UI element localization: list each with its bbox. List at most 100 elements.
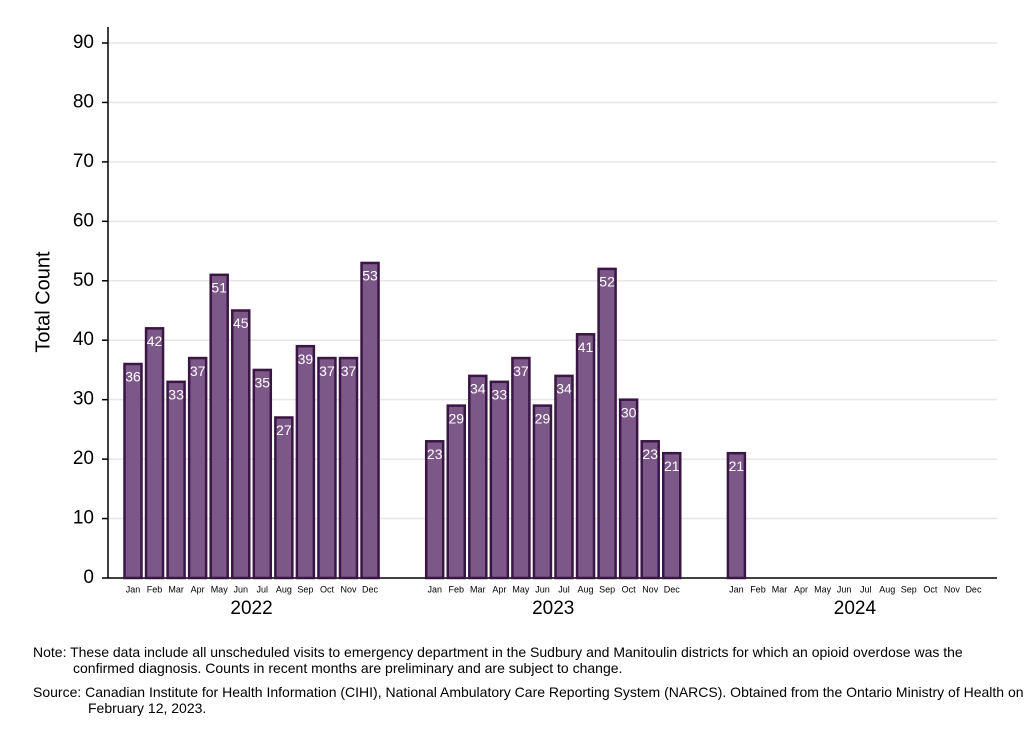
x-tick-label: Apr xyxy=(191,584,205,594)
group-label: 2024 xyxy=(834,598,877,619)
bar xyxy=(468,374,488,580)
value-label: 36 xyxy=(125,369,141,385)
bar xyxy=(489,380,510,580)
value-label: 52 xyxy=(599,274,615,290)
x-tick-label: Jun xyxy=(837,584,852,594)
y-tick-label: 10 xyxy=(73,508,94,529)
x-tick-label: Jan xyxy=(729,584,744,594)
x-tick-label: Apr xyxy=(794,584,808,594)
x-tick-label: Dec xyxy=(965,584,982,594)
value-label: 21 xyxy=(729,458,745,474)
x-tick-label: Sep xyxy=(901,584,917,594)
x-tick-label: Nov xyxy=(944,584,961,594)
x-tick-label: May xyxy=(211,584,229,594)
value-label: 53 xyxy=(362,268,378,284)
x-tick-label: Aug xyxy=(879,584,895,594)
group-label: 2022 xyxy=(230,598,272,619)
x-tick-label: Aug xyxy=(276,584,292,594)
source: Source: Canadian Institute for Health In… xyxy=(33,684,1024,716)
bar xyxy=(166,380,186,580)
x-tick-label: Apr xyxy=(492,584,506,594)
bar xyxy=(511,356,531,580)
value-label: 27 xyxy=(276,422,292,438)
value-label: 39 xyxy=(298,351,314,367)
value-label: 29 xyxy=(535,410,551,426)
group-label: 2023 xyxy=(532,598,574,619)
value-label: 33 xyxy=(492,387,508,403)
bar xyxy=(231,309,251,580)
bar xyxy=(144,327,165,580)
x-tick-label: May xyxy=(512,584,530,594)
bar xyxy=(338,356,359,580)
y-tick-label: 40 xyxy=(73,329,94,350)
value-label: 23 xyxy=(427,446,443,462)
x-tick-label: Mar xyxy=(168,584,184,594)
bar xyxy=(209,273,229,580)
chart: Total Count 0 10 20 30 40 50 60 70 80 90 Jan 36 Feb 4… xyxy=(32,27,997,619)
y-axis-title: Total Count xyxy=(32,251,54,353)
value-label: 41 xyxy=(578,339,594,355)
value-label: 35 xyxy=(255,375,271,391)
bar xyxy=(726,451,747,580)
bar xyxy=(295,344,316,580)
x-tick-label: Sep xyxy=(599,584,615,594)
value-label: 30 xyxy=(621,404,637,420)
bar xyxy=(446,404,466,580)
x-tick-label: Nov xyxy=(340,584,357,594)
bar xyxy=(187,356,208,580)
bar xyxy=(597,267,617,580)
x-tick-label: May xyxy=(814,584,832,594)
y-tick-label: 90 xyxy=(73,32,94,53)
x-tick-label: Oct xyxy=(320,584,335,594)
bar xyxy=(575,333,596,580)
value-label: 37 xyxy=(513,363,529,379)
x-tick-label: Oct xyxy=(622,584,637,594)
bar xyxy=(554,374,574,580)
value-label: 21 xyxy=(664,458,680,474)
x-tick-label: Oct xyxy=(923,584,938,594)
x-tick-label: Jun xyxy=(535,584,550,594)
x-tick-label: Mar xyxy=(470,584,486,594)
value-label: 37 xyxy=(319,363,335,379)
x-tick-label: Jun xyxy=(233,584,248,594)
value-label: 34 xyxy=(470,381,486,397)
x-tick-label: Aug xyxy=(578,584,594,594)
bar xyxy=(618,398,639,580)
value-label: 23 xyxy=(642,446,658,462)
value-label: 33 xyxy=(168,387,184,403)
x-tick-label: Nov xyxy=(642,584,659,594)
x-tick-label: Feb xyxy=(448,584,464,594)
bar xyxy=(123,362,143,580)
y-tick-label: 0 xyxy=(83,567,94,588)
x-tick-label: Jul xyxy=(860,584,872,594)
x-tick-label: Feb xyxy=(750,584,766,594)
y-tick-label: 30 xyxy=(73,389,94,410)
value-label: 37 xyxy=(341,363,357,379)
value-label: 34 xyxy=(556,381,572,397)
x-tick-label: Mar xyxy=(772,584,788,594)
value-label: 45 xyxy=(233,315,249,331)
x-tick-label: Jul xyxy=(558,584,570,594)
y-tick-label: 20 xyxy=(73,448,94,469)
x-tick-label: Jan xyxy=(427,584,442,594)
value-label: 42 xyxy=(147,333,163,349)
bar xyxy=(662,451,682,580)
value-label: 37 xyxy=(190,363,206,379)
y-tick-label: 80 xyxy=(73,91,94,112)
y-tick-label: 50 xyxy=(73,270,94,291)
bar xyxy=(640,440,660,580)
bar xyxy=(317,356,337,580)
bar xyxy=(274,416,294,580)
bar xyxy=(424,440,445,580)
y-tick-label: 70 xyxy=(73,151,94,172)
x-tick-label: Dec xyxy=(362,584,379,594)
x-tick-label: Sep xyxy=(297,584,313,594)
value-label: 51 xyxy=(211,280,227,296)
x-tick-label: Jan xyxy=(126,584,141,594)
bar xyxy=(532,404,553,580)
note: Note: These data include all unscheduled… xyxy=(33,644,963,676)
y-tick-label: 60 xyxy=(73,210,94,231)
value-label: 29 xyxy=(448,410,464,426)
x-tick-label: Dec xyxy=(664,584,681,594)
x-tick-label: Jul xyxy=(257,584,269,594)
